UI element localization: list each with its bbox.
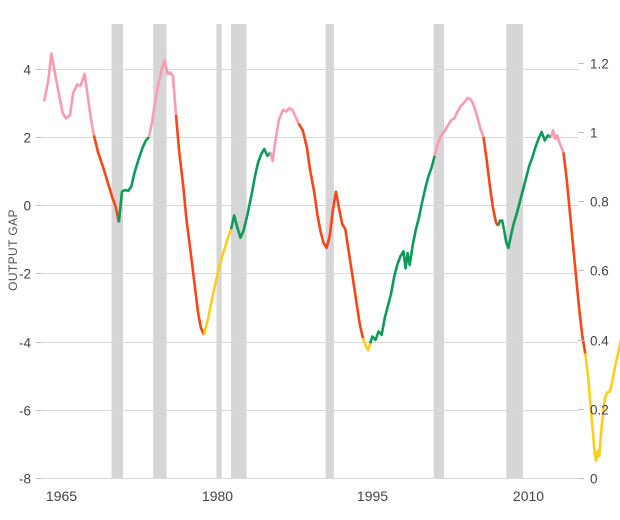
x-axis-tick-label: 2010	[513, 488, 544, 504]
gridlines-group	[42, 69, 578, 479]
y-axis-left-tick-label: 4	[23, 63, 31, 78]
series-segment-green	[496, 130, 552, 250]
series-segment-yellow	[361, 337, 372, 352]
series-segment-green	[117, 136, 150, 223]
output-gap-series-group	[42, 52, 620, 463]
y-axis-left-tick-label: -4	[19, 336, 31, 351]
x-axis-tick-label: 1980	[202, 488, 233, 504]
recession-band	[506, 24, 523, 478]
x-axis-tick-label: 1965	[46, 488, 77, 504]
recession-band	[153, 24, 167, 478]
series-segment-yellow	[202, 228, 233, 336]
series-segment-red	[562, 152, 587, 354]
y-axis-left-tick-label: -6	[19, 404, 31, 419]
series-segment-yellow	[583, 338, 620, 463]
series-segment-pink	[42, 52, 96, 136]
y-axis-left-title: OUTPUT GAP	[6, 209, 20, 291]
y-axis-left-tick-label: 0	[23, 199, 31, 214]
recession-band	[231, 24, 247, 478]
y-axis-right-tick-label: 1	[590, 126, 598, 141]
series-segment-pink	[549, 128, 565, 153]
series-segment-red	[174, 114, 206, 336]
series-segment-red	[482, 136, 500, 227]
series-segment-pink	[433, 96, 485, 157]
series-segment-pink	[147, 59, 178, 138]
recession-band	[433, 24, 444, 478]
recession-band	[216, 24, 222, 478]
x-axis: 1965 1980 1995 2010	[42, 478, 578, 504]
recession-band	[325, 24, 334, 478]
y-axis-right-tick-label: 0.6	[590, 264, 609, 279]
series-segment-pink	[269, 106, 300, 163]
series-segment-green	[229, 147, 272, 239]
y-axis-right-tick-label: 0	[590, 472, 598, 487]
x-axis-tick-label: 1995	[357, 488, 388, 504]
series-segment-red	[92, 135, 121, 223]
y-axis-right: 0 0.2 0.4 0.6 0.8 1 1.2	[578, 57, 609, 487]
y-axis-right-tick-label: 0.4	[590, 334, 609, 349]
recession-band	[111, 24, 124, 478]
y-axis-left-tick-label: -8	[19, 472, 31, 487]
y-axis-right-tick-label: 1.2	[590, 57, 609, 72]
y-axis-left-tick-label: 2	[23, 131, 31, 146]
series-segment-green	[369, 155, 436, 344]
y-axis-left: -8 -6 -4 -2 0 2 4	[19, 63, 42, 487]
y-axis-right-tick-label: 0.2	[590, 403, 609, 418]
y-axis-left-tick-label: -2	[19, 267, 31, 282]
series-segment-red	[297, 122, 365, 339]
y-axis-right-tick-label: 0.8	[590, 195, 609, 210]
